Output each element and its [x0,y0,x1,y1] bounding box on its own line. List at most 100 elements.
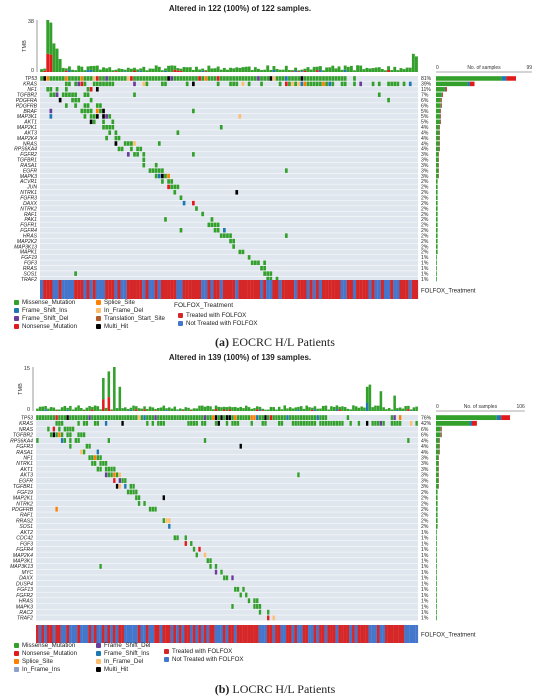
treatment-cell [140,625,144,643]
tmb-bar-segment [91,407,94,410]
mutation-cell [192,546,196,552]
tmb-bar [390,70,394,72]
gene-count-bar [436,76,516,81]
mutation-cell [393,415,396,421]
mutation-cell [371,420,374,426]
gene-label: TGFBR2 [13,433,33,439]
mutation-cell [231,415,234,421]
treatment-cell [79,625,83,643]
treatment-cell [192,625,196,643]
grid-row-bg [36,466,418,472]
mutation-cell [223,415,226,421]
legend-a: Missense_Mutation Frame_Shift_Ins Frame_… [14,299,484,333]
treatment-cell [198,625,201,643]
tmb-bar [123,69,127,72]
treatment-cell [341,625,344,643]
tmb-bar [231,407,234,411]
gene-count-bar-segment [436,87,445,92]
tmb-bar-segment [415,56,418,72]
gene-count-bar-segment [436,466,439,472]
gene-label: NTRK1 [20,190,37,196]
mutation-cell [359,81,363,87]
mutation-cell [223,227,226,233]
gene-count-bar-segment [436,81,468,87]
mutation-cell [102,124,105,130]
gene-count-bar [436,569,437,575]
mutation-cell [340,76,344,81]
tmb-bar [220,407,223,411]
grid-row-bg [36,449,418,455]
treatment-cell [379,625,383,643]
treatment-cell [380,280,385,299]
gene-count-bar-segment [501,76,507,81]
treatment-cell [55,280,59,299]
treatment-cell [231,625,234,643]
legend-label: Missense_Mutation [22,299,76,306]
tmb-bar-segment [213,68,217,72]
tmb-bar [69,405,72,411]
mutation-cell [266,276,270,282]
mutation-cell [206,558,209,564]
tmb-bar-segment [157,66,161,72]
tmb-bar [393,395,396,411]
tmb-bar-segment [225,407,229,411]
treatment-cell [222,280,227,299]
tmb-bar-segment [222,67,226,72]
gene-label: RAF1 [20,513,33,519]
treatment-cell [179,280,183,299]
tmb-bar [179,68,183,72]
treatment-cell [43,280,47,299]
grid-row-bg [40,271,418,277]
gene-count-bar-segment [436,449,440,455]
gene-row-cells [69,443,242,449]
gene-count-bar [436,87,447,92]
gene-count-bar [436,206,438,211]
tmb-bar-segment [306,67,310,72]
gene-count-bar [436,168,439,173]
legend-swatch [14,642,19,648]
tmb-bar-segment [303,68,307,71]
treatment-cell [228,625,232,643]
mutation-cell [195,76,198,81]
tmb-bar-segment [401,408,405,411]
mutation-cell [267,615,270,621]
mutation-cell [264,415,267,421]
tmb-bar-segment [382,407,385,411]
tmb-bar-segment [47,408,50,411]
tmb-bar-segment [143,409,146,411]
treatment-cell [182,280,186,299]
gene-count-bar [436,415,510,421]
treatment-cell [184,625,188,643]
tmb-bar [83,70,87,72]
gene-count-bar-segment [436,432,441,438]
mutation-cell [92,114,96,119]
mutation-cell [185,81,189,87]
tmb-bar-segment [74,70,78,72]
legend-item: Missense_Mutation [14,642,75,649]
tmb-bar [173,406,177,411]
mutation-cell [207,76,211,81]
tmb-bar [236,407,240,411]
tmb-bar [228,406,232,411]
mutation-cell [258,609,262,615]
mutation-cell [118,415,121,421]
grid-row-bg [36,529,418,535]
gene-label: RASA1 [16,450,33,456]
treatment-cell [64,280,68,299]
treatment-cell [148,280,152,299]
treatment-cell [151,625,155,643]
mutation-cell [309,76,313,81]
gene-label: EGFR [19,478,33,484]
legend-item: Multi_Hit [96,666,128,673]
mutation-cell [291,81,294,87]
mutation-cell [148,415,152,421]
gene-count-bar-segment [436,615,437,621]
gene-label: HRAS [23,233,38,239]
mutation-cell [82,420,86,426]
tmb-bar-segment [356,65,360,72]
tmb-bar-segment [379,391,383,411]
tmb-bar [74,70,78,72]
gene-count-bar [436,483,439,489]
mutation-cell [58,420,61,426]
treatment-cell [390,280,394,299]
